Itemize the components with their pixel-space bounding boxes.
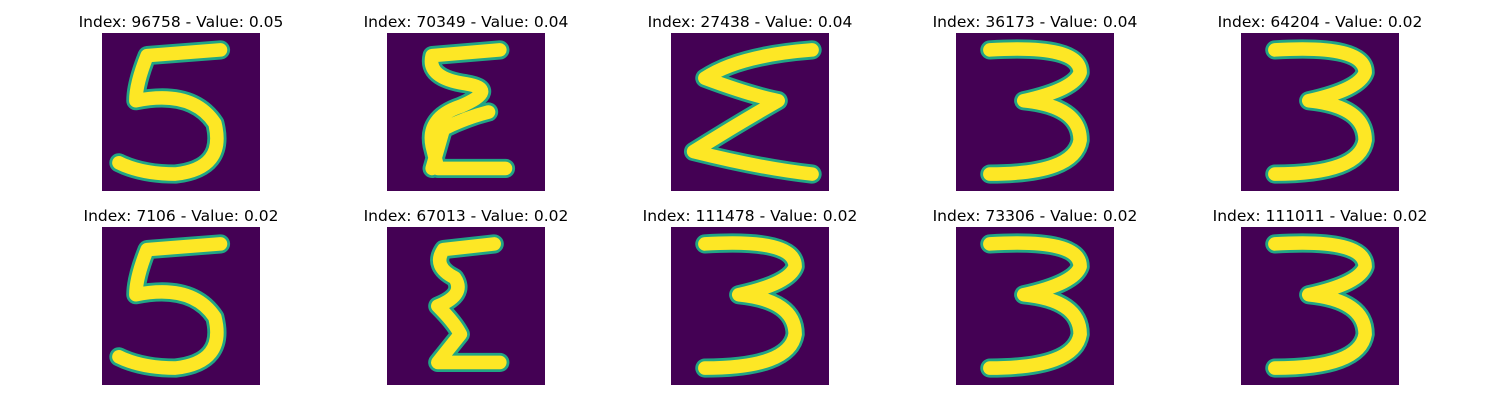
- digit-stroke: [698, 236, 802, 375]
- digit-stroke: [424, 43, 513, 176]
- tile-title: Index: 111478 - Value: 0.02: [642, 207, 858, 225]
- digit-stroke: [1268, 236, 1372, 375]
- digit-image: [956, 33, 1114, 191]
- digit-stroke: [983, 236, 1087, 375]
- digit-image: [387, 227, 545, 385]
- digit-image: [1241, 227, 1399, 385]
- tile-title: Index: 73306 - Value: 0.02: [932, 207, 1138, 225]
- tile-title: Index: 70349 - Value: 0.04: [363, 13, 569, 31]
- image-tile: Index: 111478 - Value: 0.02: [608, 207, 892, 397]
- tile-title: Index: 27438 - Value: 0.04: [647, 13, 853, 31]
- image-tile: Index: 111011 - Value: 0.02: [1178, 207, 1462, 397]
- digit-image: [671, 227, 829, 385]
- image-tile: Index: 64204 - Value: 0.02: [1178, 13, 1462, 203]
- tile-title: Index: 36173 - Value: 0.04: [932, 13, 1138, 31]
- tile-title: Index: 96758 - Value: 0.05: [78, 13, 284, 31]
- digit-stroke: [431, 237, 507, 370]
- tile-title: Index: 111011 - Value: 0.02: [1212, 207, 1428, 225]
- digit-image: [956, 227, 1114, 385]
- tile-title: Index: 64204 - Value: 0.02: [1217, 13, 1423, 31]
- digit-stroke: [112, 237, 228, 375]
- digit-image: [1241, 33, 1399, 191]
- digit-image: [102, 227, 260, 385]
- digit-image: [671, 33, 829, 191]
- image-tile: Index: 70349 - Value: 0.04: [324, 13, 608, 203]
- image-tile: Index: 27438 - Value: 0.04: [608, 13, 892, 203]
- image-tile: Index: 67013 - Value: 0.02: [324, 207, 608, 397]
- image-tile: Index: 36173 - Value: 0.04: [893, 13, 1177, 203]
- tile-title: Index: 7106 - Value: 0.02: [83, 207, 279, 225]
- digit-image: [387, 33, 545, 191]
- image-tile: Index: 7106 - Value: 0.02: [39, 207, 323, 397]
- digit-stroke: [983, 42, 1087, 181]
- tile-title: Index: 67013 - Value: 0.02: [363, 207, 569, 225]
- image-tile: Index: 96758 - Value: 0.05: [39, 13, 323, 203]
- image-tile: Index: 73306 - Value: 0.02: [893, 207, 1177, 397]
- digit-stroke: [1268, 42, 1372, 181]
- digit-stroke: [112, 43, 228, 181]
- digit-stroke: [686, 43, 819, 181]
- digit-image: [102, 33, 260, 191]
